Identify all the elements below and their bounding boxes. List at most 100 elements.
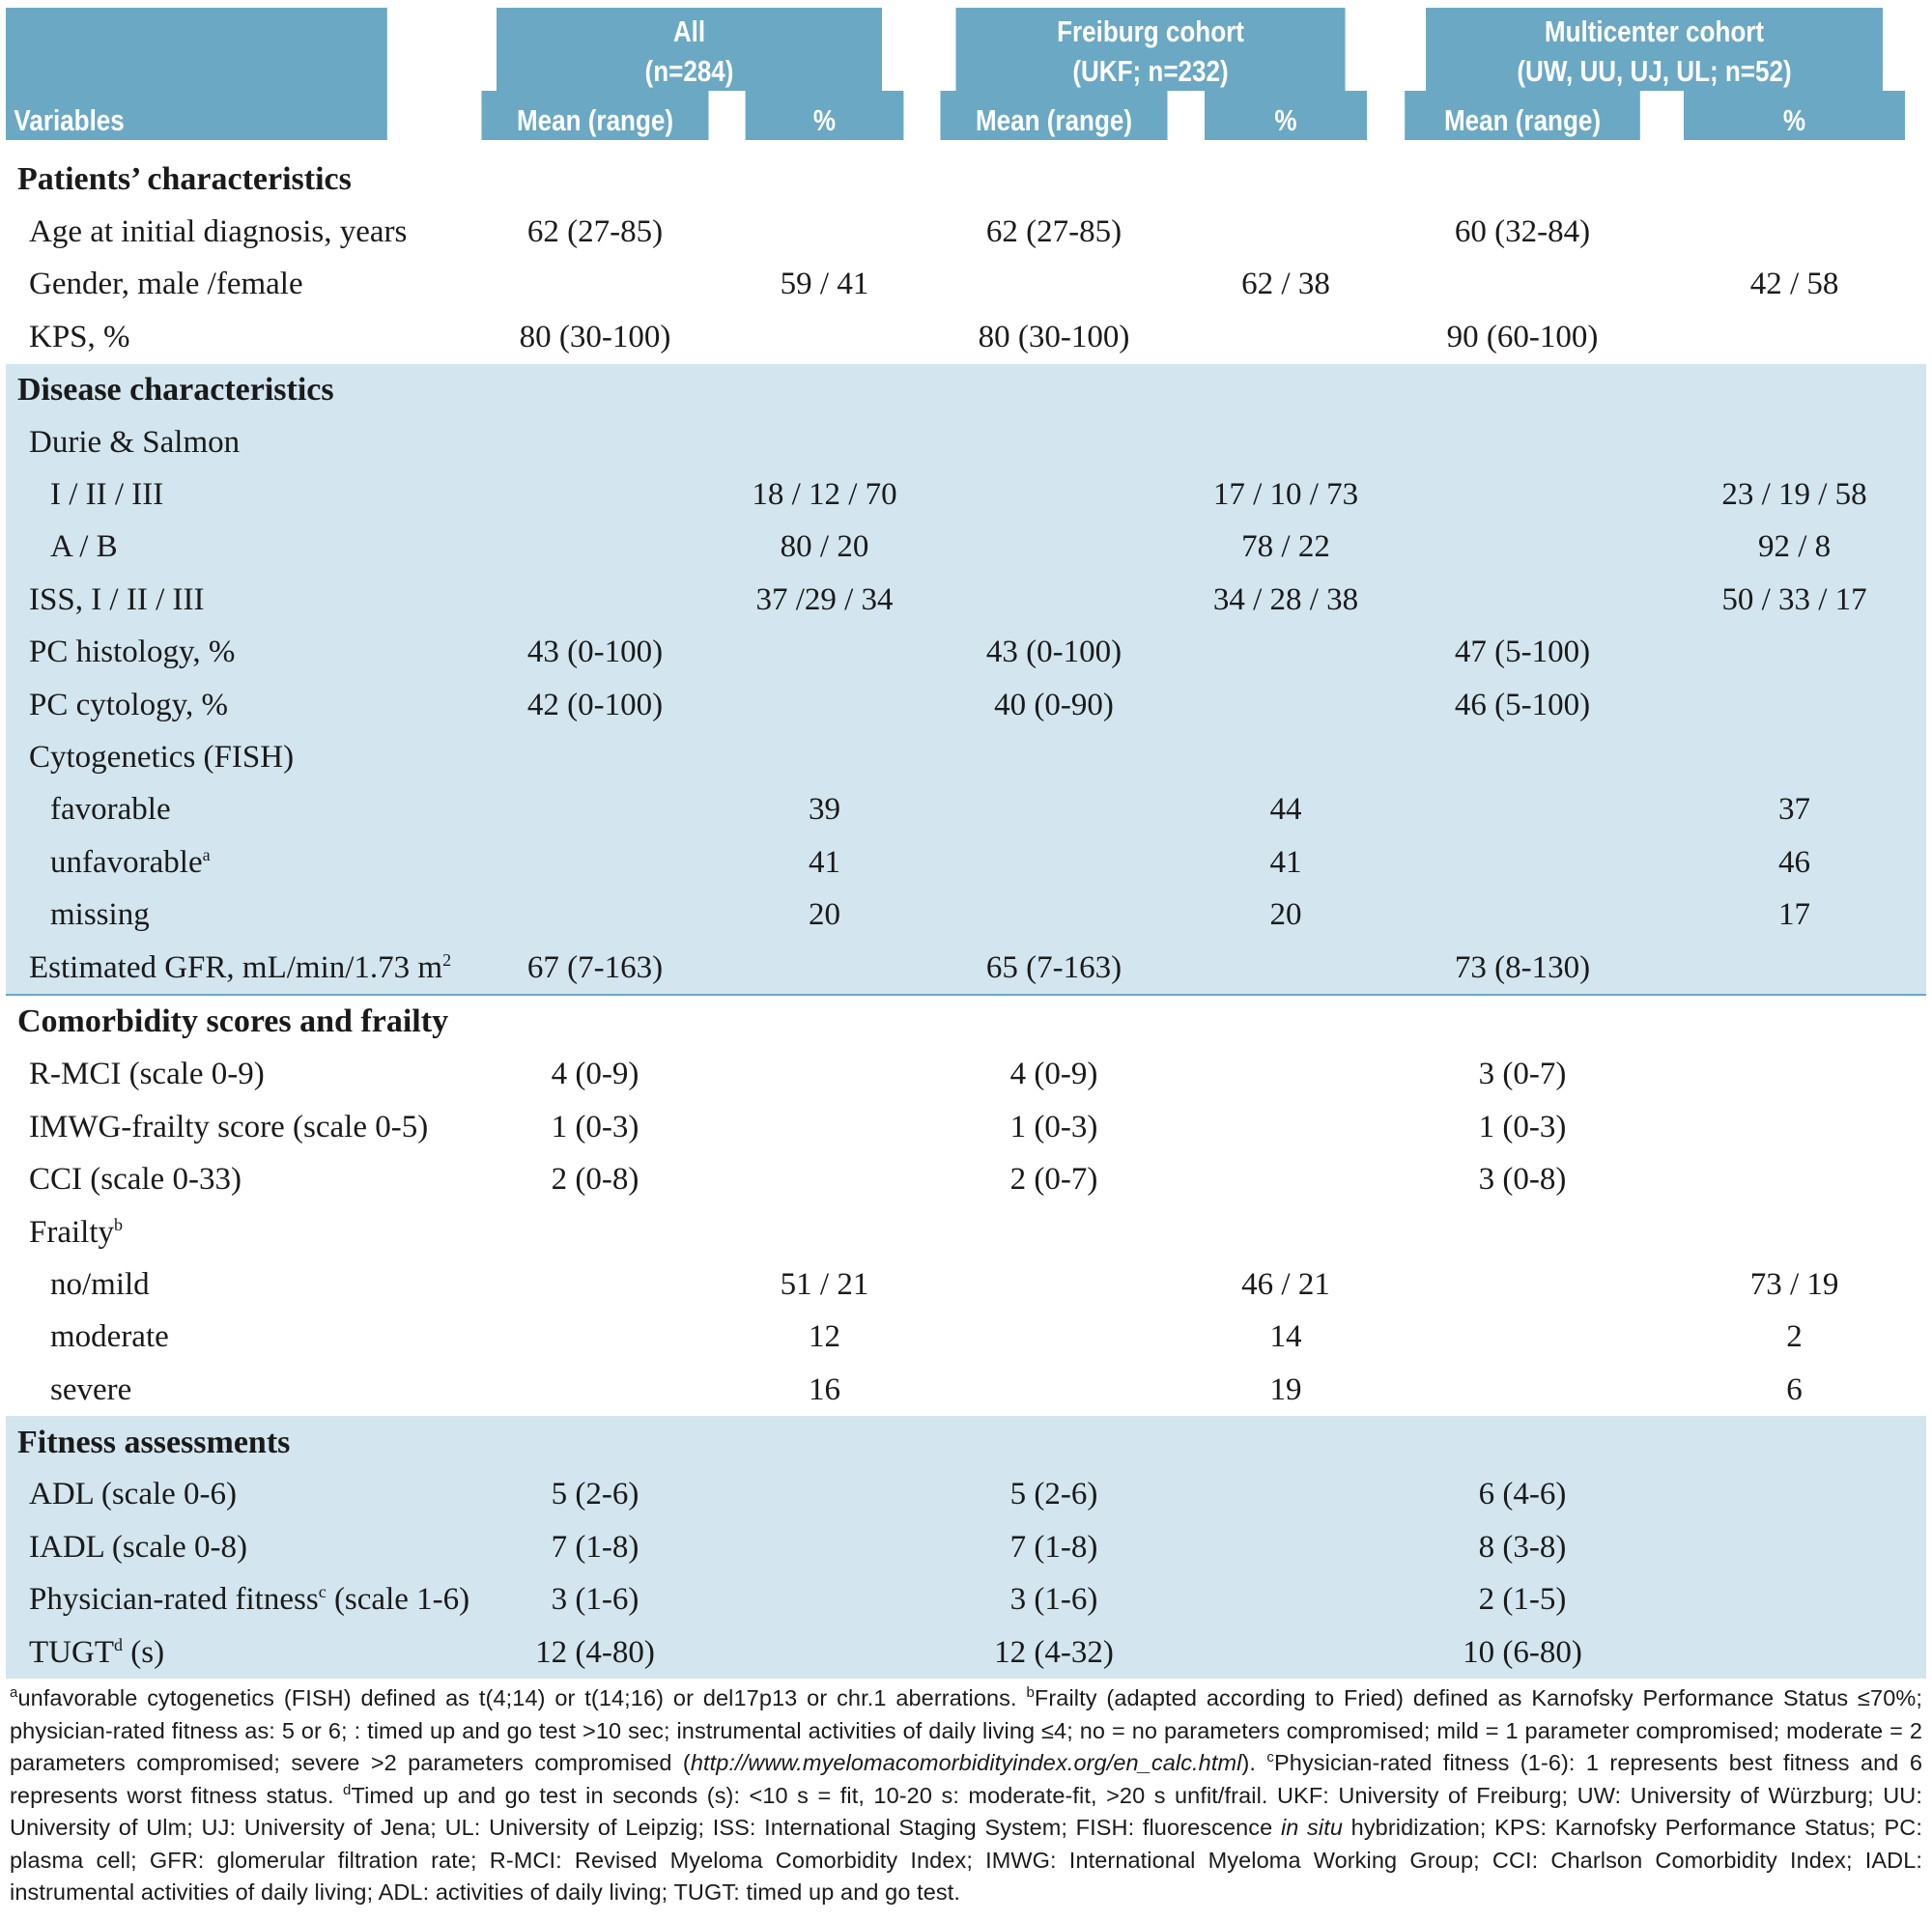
row-label: KPS, % [6, 311, 460, 364]
row-label: TUGTd (s) [6, 1625, 460, 1680]
cell-percent: 17 / 10 / 73 [1189, 468, 1383, 522]
table-container: All (n=284) Freiburg cohort (UKF; n=232)… [6, 8, 1927, 1909]
cell-mean-range [1382, 1205, 1663, 1259]
footnote-url: http://www.myelomacomorbidityindex.org/e… [690, 1750, 1242, 1776]
cell-mean-range [1382, 521, 1663, 575]
cell-percent [730, 1101, 920, 1154]
cell-percent [730, 1205, 920, 1259]
cell-percent: 18 / 12 / 70 [730, 468, 920, 522]
table-row: Age at initial diagnosis, years 62 (27-85… [6, 206, 1927, 259]
row-label: missing [6, 889, 460, 942]
row-label: A / B [6, 521, 460, 575]
section-0: Patients’ characteristics Age at initial … [6, 140, 1927, 364]
table-row: Gender, male /female 59 / 41 62 / 38 42 / 5… [6, 258, 1927, 312]
cell-percent: 59 / 41 [730, 258, 920, 312]
row-label: PC histology, % [6, 626, 460, 679]
cell-percent: 37 /29 / 34 [730, 574, 920, 627]
cell-mean-range [1382, 836, 1663, 890]
cell-mean-range [460, 521, 730, 575]
cell-percent [1662, 1468, 1927, 1522]
row-label: R-MCI (scale 0-9) [6, 1048, 460, 1102]
header-group-freiburg: Freiburg cohort (UKF; n=232) [955, 8, 1346, 91]
row-label: favorable [6, 783, 460, 837]
cell-percent [1189, 1625, 1383, 1680]
cell-mean-range [1382, 415, 1663, 469]
table-row: TUGTd (s) 12 (4-80) 12 (4-32) 10 (6-80) [6, 1625, 1927, 1680]
cell-percent [1189, 1205, 1383, 1259]
cell-percent: 51 / 21 [730, 1258, 920, 1312]
row-label: unfavorablea [6, 836, 460, 890]
header-mean-range: Mean (range) [481, 91, 709, 140]
table-row: missing 20 20 17 [6, 889, 1927, 942]
table-row: unfavorablea 41 41 46 [6, 836, 1927, 890]
header-percent: % [1683, 91, 1906, 140]
cell-mean-range: 12 (4-80) [460, 1625, 730, 1680]
cell-mean-range: 1 (0-3) [460, 1101, 730, 1154]
cell-mean-range: 80 (30-100) [460, 311, 730, 364]
section-title: Comorbidity scores and frailty [6, 995, 1927, 1049]
cell-percent [1189, 941, 1383, 997]
cell-percent [1189, 1468, 1383, 1522]
table-row: IMWG-frailty score (scale 0-5) 1 (0-3) 1 (… [6, 1101, 1927, 1154]
cell-percent: 41 [1189, 836, 1383, 890]
cell-mean-range: 65 (7-163) [919, 941, 1190, 997]
cell-percent: 46 [1662, 836, 1927, 890]
cell-percent: 50 / 33 / 17 [1662, 574, 1927, 627]
cell-percent [1662, 1205, 1927, 1259]
cell-mean-range: 3 (0-7) [1382, 1048, 1663, 1102]
table-row: Frailtyb [6, 1205, 1927, 1259]
cell-mean-range [919, 1258, 1190, 1312]
cell-mean-range: 8 (3-8) [1382, 1521, 1663, 1574]
cell-mean-range [460, 415, 730, 469]
table-row: I / II / III 18 / 12 / 70 17 / 10 / 73 23 /… [6, 468, 1927, 522]
cell-percent: 14 [1189, 1311, 1383, 1364]
cell-mean-range [919, 258, 1190, 312]
cell-percent [1662, 1625, 1927, 1680]
cell-mean-range [919, 783, 1190, 837]
cell-mean-range [1382, 731, 1663, 784]
table-row: severe 16 19 6 [6, 1363, 1927, 1417]
cell-mean-range [460, 574, 730, 627]
cell-percent: 80 / 20 [730, 521, 920, 575]
cell-mean-range [1382, 1311, 1663, 1364]
cell-mean-range [919, 1205, 1190, 1259]
row-label: ISS, I / II / III [6, 574, 460, 627]
row-label: moderate [6, 1311, 460, 1364]
cell-percent [1662, 941, 1927, 997]
cell-mean-range [919, 1363, 1190, 1417]
cell-percent [1189, 311, 1383, 364]
cell-mean-range: 10 (6-80) [1382, 1625, 1663, 1680]
cell-mean-range: 1 (0-3) [919, 1101, 1190, 1154]
cell-mean-range [1382, 783, 1663, 837]
header-group-multicenter: Multicenter cohort (UW, UU, UJ, UL; n=52… [1426, 8, 1883, 91]
cell-percent [730, 941, 920, 997]
cell-percent: 23 / 19 / 58 [1662, 468, 1927, 522]
table-row: PC cytology, % 42 (0-100) 40 (0-90) 46 (5-1… [6, 678, 1927, 732]
cell-percent: 37 [1662, 783, 1927, 837]
cell-percent: 2 [1662, 1311, 1927, 1364]
cell-mean-range [460, 783, 730, 837]
cell-percent [1662, 311, 1927, 364]
table-row: KPS, % 80 (30-100) 80 (30-100) 90 (60-100) [6, 311, 1927, 364]
row-label: PC cytology, % [6, 678, 460, 732]
cell-percent: 92 / 8 [1662, 521, 1927, 575]
table-row: CCI (scale 0-33) 2 (0-8) 2 (0-7) 3 (0-8) [6, 1153, 1927, 1206]
cell-mean-range: 3 (1-6) [460, 1573, 730, 1626]
cell-percent [1189, 1048, 1383, 1102]
cell-mean-range [919, 468, 1190, 522]
cell-percent [730, 415, 920, 469]
characteristics-table: All (n=284) Freiburg cohort (UKF; n=232)… [6, 8, 1927, 1680]
cell-mean-range [919, 731, 1190, 784]
cell-percent [1662, 1573, 1927, 1626]
cell-percent: 44 [1189, 783, 1383, 837]
cell-mean-range: 1 (0-3) [1382, 1101, 1663, 1154]
cell-mean-range: 62 (27-85) [919, 206, 1190, 259]
cell-mean-range [919, 574, 1190, 627]
cell-percent: 12 [730, 1311, 920, 1364]
cell-percent [730, 311, 920, 364]
row-label: Age at initial diagnosis, years [6, 206, 460, 259]
cell-percent [1189, 1573, 1383, 1626]
cell-percent: 62 / 38 [1189, 258, 1383, 312]
row-label: ADL (scale 0-6) [6, 1468, 460, 1522]
cell-percent: 20 [1189, 889, 1383, 942]
